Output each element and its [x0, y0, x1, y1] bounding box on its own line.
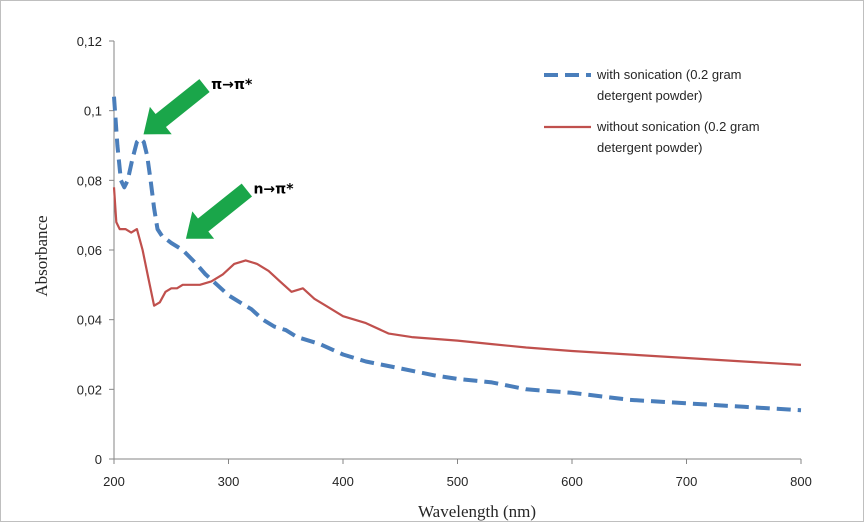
y-tick-label: 0,08 — [77, 173, 102, 188]
series-line-without-sonication — [112, 187, 802, 366]
legend-label-line1: without sonication (0.2 gram — [596, 119, 760, 134]
annotations: π→π* n→π* — [141, 76, 294, 241]
x-tick-label: 600 — [561, 474, 583, 489]
x-tick-label: 500 — [447, 474, 469, 489]
y-tick-label: 0 — [95, 452, 102, 467]
y-axis-title: Absorbance — [32, 215, 51, 296]
legend: with sonication (0.2 gram detergent powde… — [544, 67, 760, 155]
n-pi-star-label: n→π* — [253, 182, 294, 198]
y-tick-label: 0,02 — [77, 382, 102, 397]
x-tick-label: 200 — [103, 474, 125, 489]
y-tick-label: 0,06 — [77, 243, 102, 258]
y-tick-label: 0,1 — [84, 104, 102, 119]
series-layer — [112, 96, 802, 413]
n-pi-star-arrow — [184, 181, 255, 241]
x-tick-label: 800 — [790, 474, 812, 489]
legend-label-line2: detergent powder) — [597, 140, 703, 155]
pi-pi-star-label: π→π* — [211, 77, 253, 93]
y-tick-label: 0,04 — [77, 313, 102, 328]
legend-label-line1: with sonication (0.2 gram — [596, 67, 742, 82]
y-tick-label: 0,12 — [77, 34, 102, 49]
legend-label-line2: detergent powder) — [597, 88, 703, 103]
x-axis-title: Wavelength (nm) — [418, 502, 536, 521]
x-tick-label: 300 — [218, 474, 240, 489]
x-tick-label: 400 — [332, 474, 354, 489]
axes: 0 0,02 0,04 0,06 0,08 0,1 0,12 200 300 400 500 600 7… — [77, 34, 812, 489]
pi-pi-star-arrow — [141, 76, 212, 136]
x-tick-label: 700 — [676, 474, 698, 489]
